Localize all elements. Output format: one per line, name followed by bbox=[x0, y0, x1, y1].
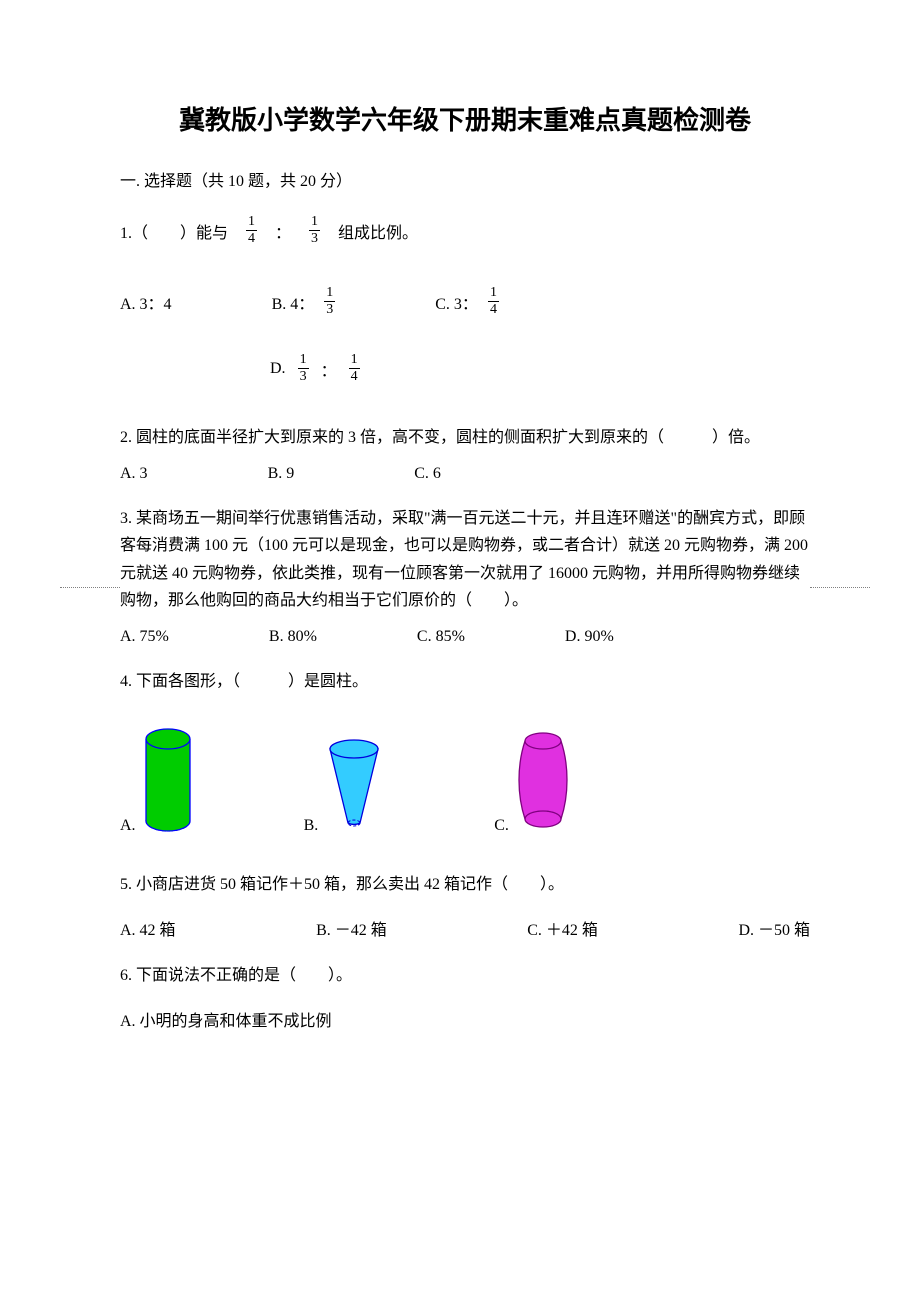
q4-optB: B. bbox=[304, 735, 385, 835]
q5-options: A. 42 箱 B. －42 箱 C. ＋42 箱 D. －50 箱 bbox=[120, 916, 810, 940]
section-1-header: 一. 选择题（共 10 题，共 20 分） bbox=[120, 167, 810, 191]
q4-stem: 4. 下面各图形，（ ）是圆柱。 bbox=[120, 668, 810, 695]
q1-optB: B. 4： 1 3 bbox=[272, 286, 336, 317]
q1-optA: A. 3：4 bbox=[120, 290, 172, 314]
q1-stem: 1.（ ）能与 1 4 ： 1 3 组成比例。 bbox=[120, 215, 810, 246]
q4-shapes: A. B. C. bbox=[120, 725, 810, 835]
q2-optA: A. 3 bbox=[120, 465, 148, 483]
q4-optC: C. bbox=[494, 725, 571, 835]
margin-dotted-right bbox=[810, 587, 870, 588]
q1-prefix: 1.（ ）能与 bbox=[120, 219, 228, 243]
q1-optD: D. 1 3 ： 1 4 bbox=[270, 353, 810, 384]
q1-frac2: 1 3 bbox=[309, 215, 320, 246]
q1-optD-frac1: 1 3 bbox=[298, 353, 309, 384]
q1-suffix: 组成比例。 bbox=[338, 219, 418, 243]
q2-options: A. 3 B. 9 C. 6 bbox=[120, 465, 810, 483]
q1-frac1: 1 4 bbox=[246, 215, 257, 246]
q1-optC: C. 3： 1 4 bbox=[435, 286, 499, 317]
exam-title: 冀教版小学数学六年级下册期末重难点真题检测卷 bbox=[120, 100, 810, 137]
q3-optC: C. 85% bbox=[417, 628, 465, 646]
q3-optB: B. 80% bbox=[269, 628, 317, 646]
q3-optD: D. 90% bbox=[565, 628, 614, 646]
q1-optD-frac2: 1 4 bbox=[349, 353, 360, 384]
cylinder-icon bbox=[142, 725, 194, 835]
q6-stem: 6. 下面说法不正确的是（ ）。 bbox=[120, 962, 810, 989]
q5-optD: D. －50 箱 bbox=[738, 916, 810, 940]
q3-optA: A. 75% bbox=[120, 628, 169, 646]
q2-optC: C. 6 bbox=[414, 465, 441, 483]
q2-optB: B. 9 bbox=[268, 465, 295, 483]
cone-cup-icon bbox=[324, 735, 384, 835]
q5-stem: 5. 小商店进货 50 箱记作＋50 箱，那么卖出 42 箱记作（ ）。 bbox=[120, 871, 810, 898]
q3-stem: 3. 某商场五一期间举行优惠销售活动，采取"满一百元送二十元，并且连环赠送"的酬… bbox=[120, 505, 810, 614]
q1-optC-frac: 1 4 bbox=[488, 286, 499, 317]
q5-optC: C. ＋42 箱 bbox=[527, 916, 598, 940]
q3-options: A. 75% B. 80% C. 85% D. 90% bbox=[120, 628, 810, 646]
q6-optA: A. 小明的身高和体重不成比例 bbox=[120, 1008, 810, 1035]
q5-optA: A. 42 箱 bbox=[120, 916, 176, 940]
exam-page: 冀教版小学数学六年级下册期末重难点真题检测卷 一. 选择题（共 10 题，共 2… bbox=[0, 0, 920, 1113]
q1-optB-frac: 1 3 bbox=[324, 286, 335, 317]
q5-optB: B. －42 箱 bbox=[316, 916, 387, 940]
q4-optA: A. bbox=[120, 725, 194, 835]
margin-dotted-left bbox=[60, 587, 120, 588]
barrel-icon bbox=[515, 725, 571, 835]
q1-options-row1: A. 3：4 B. 4： 1 3 C. 3： 1 4 bbox=[120, 286, 810, 317]
q1-colon: ： bbox=[275, 219, 291, 243]
q2-stem: 2. 圆柱的底面半径扩大到原来的 3 倍，高不变，圆柱的侧面积扩大到原来的（ ）… bbox=[120, 424, 810, 451]
